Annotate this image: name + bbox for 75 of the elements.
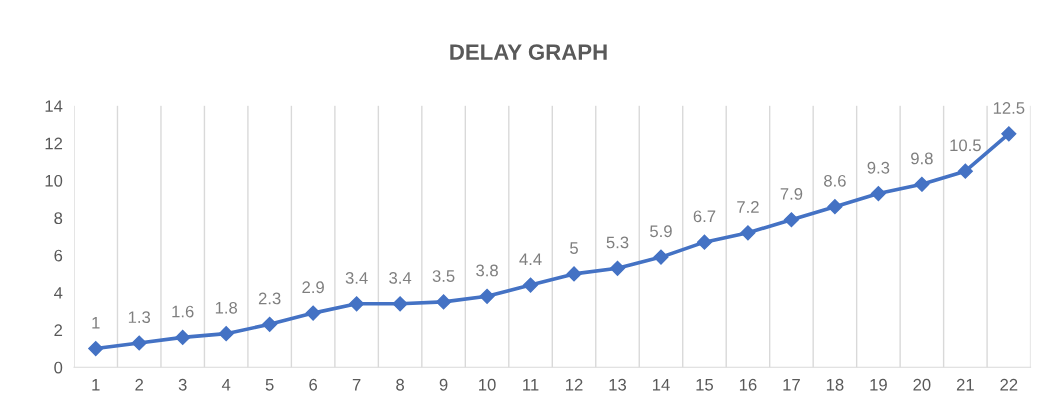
x-tick-label: 20 bbox=[913, 378, 931, 391]
x-tick-label: 8 bbox=[396, 378, 405, 391]
y-tick-label: 6 bbox=[54, 249, 63, 262]
x-tick-label: 9 bbox=[439, 378, 448, 391]
data-label: 1.8 bbox=[215, 301, 238, 314]
point bbox=[88, 341, 104, 357]
x-tick-label: 16 bbox=[739, 378, 757, 391]
data-label: 4.4 bbox=[519, 253, 542, 265]
point bbox=[522, 277, 539, 293]
data-label: 1.3 bbox=[128, 311, 151, 324]
x-tick-label: 15 bbox=[696, 379, 714, 391]
point bbox=[262, 316, 278, 332]
data-label: 12.5 bbox=[993, 102, 1025, 114]
data-label: 2.3 bbox=[258, 292, 281, 305]
point bbox=[218, 326, 234, 342]
data-label: 5.3 bbox=[606, 236, 629, 249]
point bbox=[870, 186, 886, 202]
x-tick-label: 3 bbox=[178, 378, 187, 391]
point bbox=[479, 288, 495, 304]
point bbox=[957, 163, 973, 179]
x-tick-label: 1 bbox=[92, 379, 100, 391]
point bbox=[1001, 126, 1017, 142]
data-label: 5 bbox=[570, 242, 578, 254]
x-tick-label: 6 bbox=[309, 378, 318, 391]
x-tick-label: 19 bbox=[870, 378, 887, 391]
data-label: 9.3 bbox=[867, 161, 890, 174]
point bbox=[696, 234, 713, 250]
point bbox=[827, 199, 843, 215]
point bbox=[566, 266, 582, 282]
point bbox=[609, 260, 626, 276]
y-tick-label: 8 bbox=[54, 212, 63, 225]
data-label: 7.2 bbox=[737, 201, 759, 213]
y-tick-label: 2 bbox=[54, 324, 63, 336]
data-label: 6.7 bbox=[693, 210, 716, 223]
data-label: 3.5 bbox=[432, 270, 455, 282]
chart-title: DELAY GRAPH bbox=[450, 44, 607, 60]
y-tick-label: 4 bbox=[53, 287, 63, 299]
x-tick-label: 2 bbox=[135, 378, 144, 391]
x-tick-label: 18 bbox=[826, 378, 844, 391]
point bbox=[653, 249, 669, 265]
point bbox=[349, 296, 365, 312]
x-tick-label: 17 bbox=[783, 379, 800, 391]
data-label: 10.5 bbox=[950, 139, 981, 152]
data-label: 5.9 bbox=[650, 225, 672, 238]
point bbox=[914, 176, 930, 192]
data-label: 1.6 bbox=[172, 305, 194, 318]
x-tick-label: 14 bbox=[652, 379, 670, 391]
x-tick-label: 13 bbox=[609, 378, 627, 391]
data-label: 3.8 bbox=[476, 264, 498, 277]
y-tick-label: 10 bbox=[45, 174, 63, 187]
y-tick-label: 0 bbox=[54, 361, 63, 374]
y-tick-label: 12 bbox=[45, 137, 63, 150]
point bbox=[436, 294, 452, 310]
data-label: 9.8 bbox=[911, 152, 933, 165]
x-tick-label: 21 bbox=[956, 378, 974, 391]
data-label: 3.4 bbox=[345, 272, 368, 284]
x-tick-label: 5 bbox=[265, 379, 274, 391]
x-tick-label: 22 bbox=[1000, 378, 1018, 391]
data-label: 3.4 bbox=[389, 272, 412, 284]
x-tick-label: 10 bbox=[479, 378, 496, 391]
x-tick-label: 4 bbox=[221, 379, 231, 391]
data-label: 8.6 bbox=[824, 174, 846, 187]
point bbox=[392, 296, 408, 312]
point bbox=[740, 225, 756, 241]
data-label: 1 bbox=[92, 317, 100, 329]
data-label: 2.9 bbox=[302, 281, 324, 294]
point bbox=[131, 335, 147, 351]
point bbox=[783, 212, 799, 228]
x-tick-label: 7 bbox=[352, 379, 361, 391]
point bbox=[175, 329, 191, 345]
data-label: 7.9 bbox=[780, 187, 803, 200]
x-tick-label: 12 bbox=[566, 378, 583, 391]
point bbox=[305, 305, 321, 321]
x-tick-label: 11 bbox=[523, 379, 539, 391]
y-tick-label: 14 bbox=[45, 100, 63, 112]
